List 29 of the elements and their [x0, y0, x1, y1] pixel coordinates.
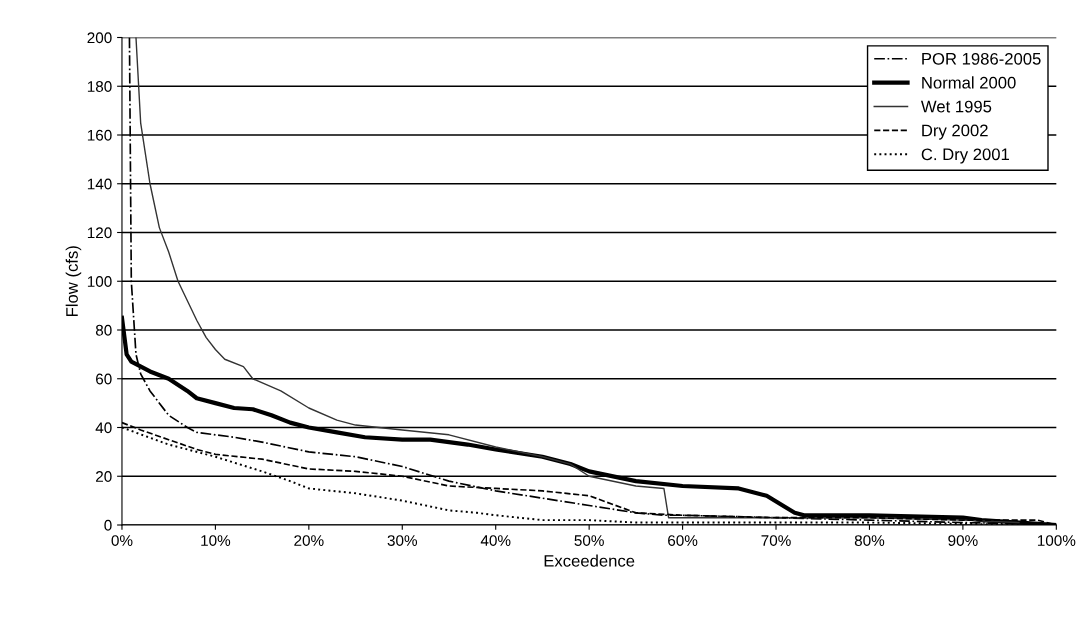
y-tick-label: 80: [95, 324, 112, 336]
y-tick-label: 200: [87, 32, 112, 44]
y-tick-label: 180: [87, 81, 112, 92]
legend-label: C. Dry 2001: [921, 148, 1009, 164]
x-tick-label: 10%: [201, 535, 231, 546]
legend-label: Wet 1995: [920, 100, 992, 113]
x-tick-label: 50%: [574, 535, 604, 546]
x-tick-label: 20%: [294, 535, 324, 546]
y-tick-label: 100: [87, 276, 112, 287]
legend-label: Normal 2000: [922, 76, 1016, 89]
x-tick-label: 80%: [854, 535, 885, 546]
y-axis-title: Flow (cfs): [65, 246, 82, 316]
x-tick-label: 100%: [1037, 535, 1076, 546]
y-tick-label: 40: [95, 422, 112, 434]
y-tick-label: 160: [87, 129, 112, 141]
x-tick-label: 60%: [668, 535, 698, 546]
x-tick-label: 70%: [761, 535, 791, 546]
x-tick-label: 0%: [111, 535, 133, 546]
y-tick-label: 140: [87, 178, 112, 190]
legend-label: Dry 2002: [922, 124, 988, 140]
x-tick-label: 40%: [480, 535, 511, 546]
legend-label: POR 1986-2005: [922, 52, 1041, 65]
y-tick-label: 20: [96, 471, 112, 482]
x-tick-label: 30%: [387, 535, 418, 546]
y-tick-label: 60: [96, 373, 112, 385]
x-tick-label: 90%: [948, 535, 978, 546]
y-tick-label: 120: [87, 227, 112, 239]
x-axis-title: Exceedence: [544, 554, 635, 567]
y-tick-label: 0: [104, 519, 112, 531]
